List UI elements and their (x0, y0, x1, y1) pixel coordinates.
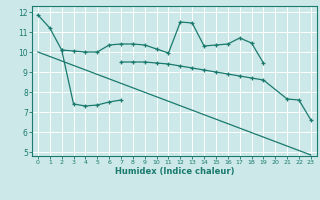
X-axis label: Humidex (Indice chaleur): Humidex (Indice chaleur) (115, 167, 234, 176)
